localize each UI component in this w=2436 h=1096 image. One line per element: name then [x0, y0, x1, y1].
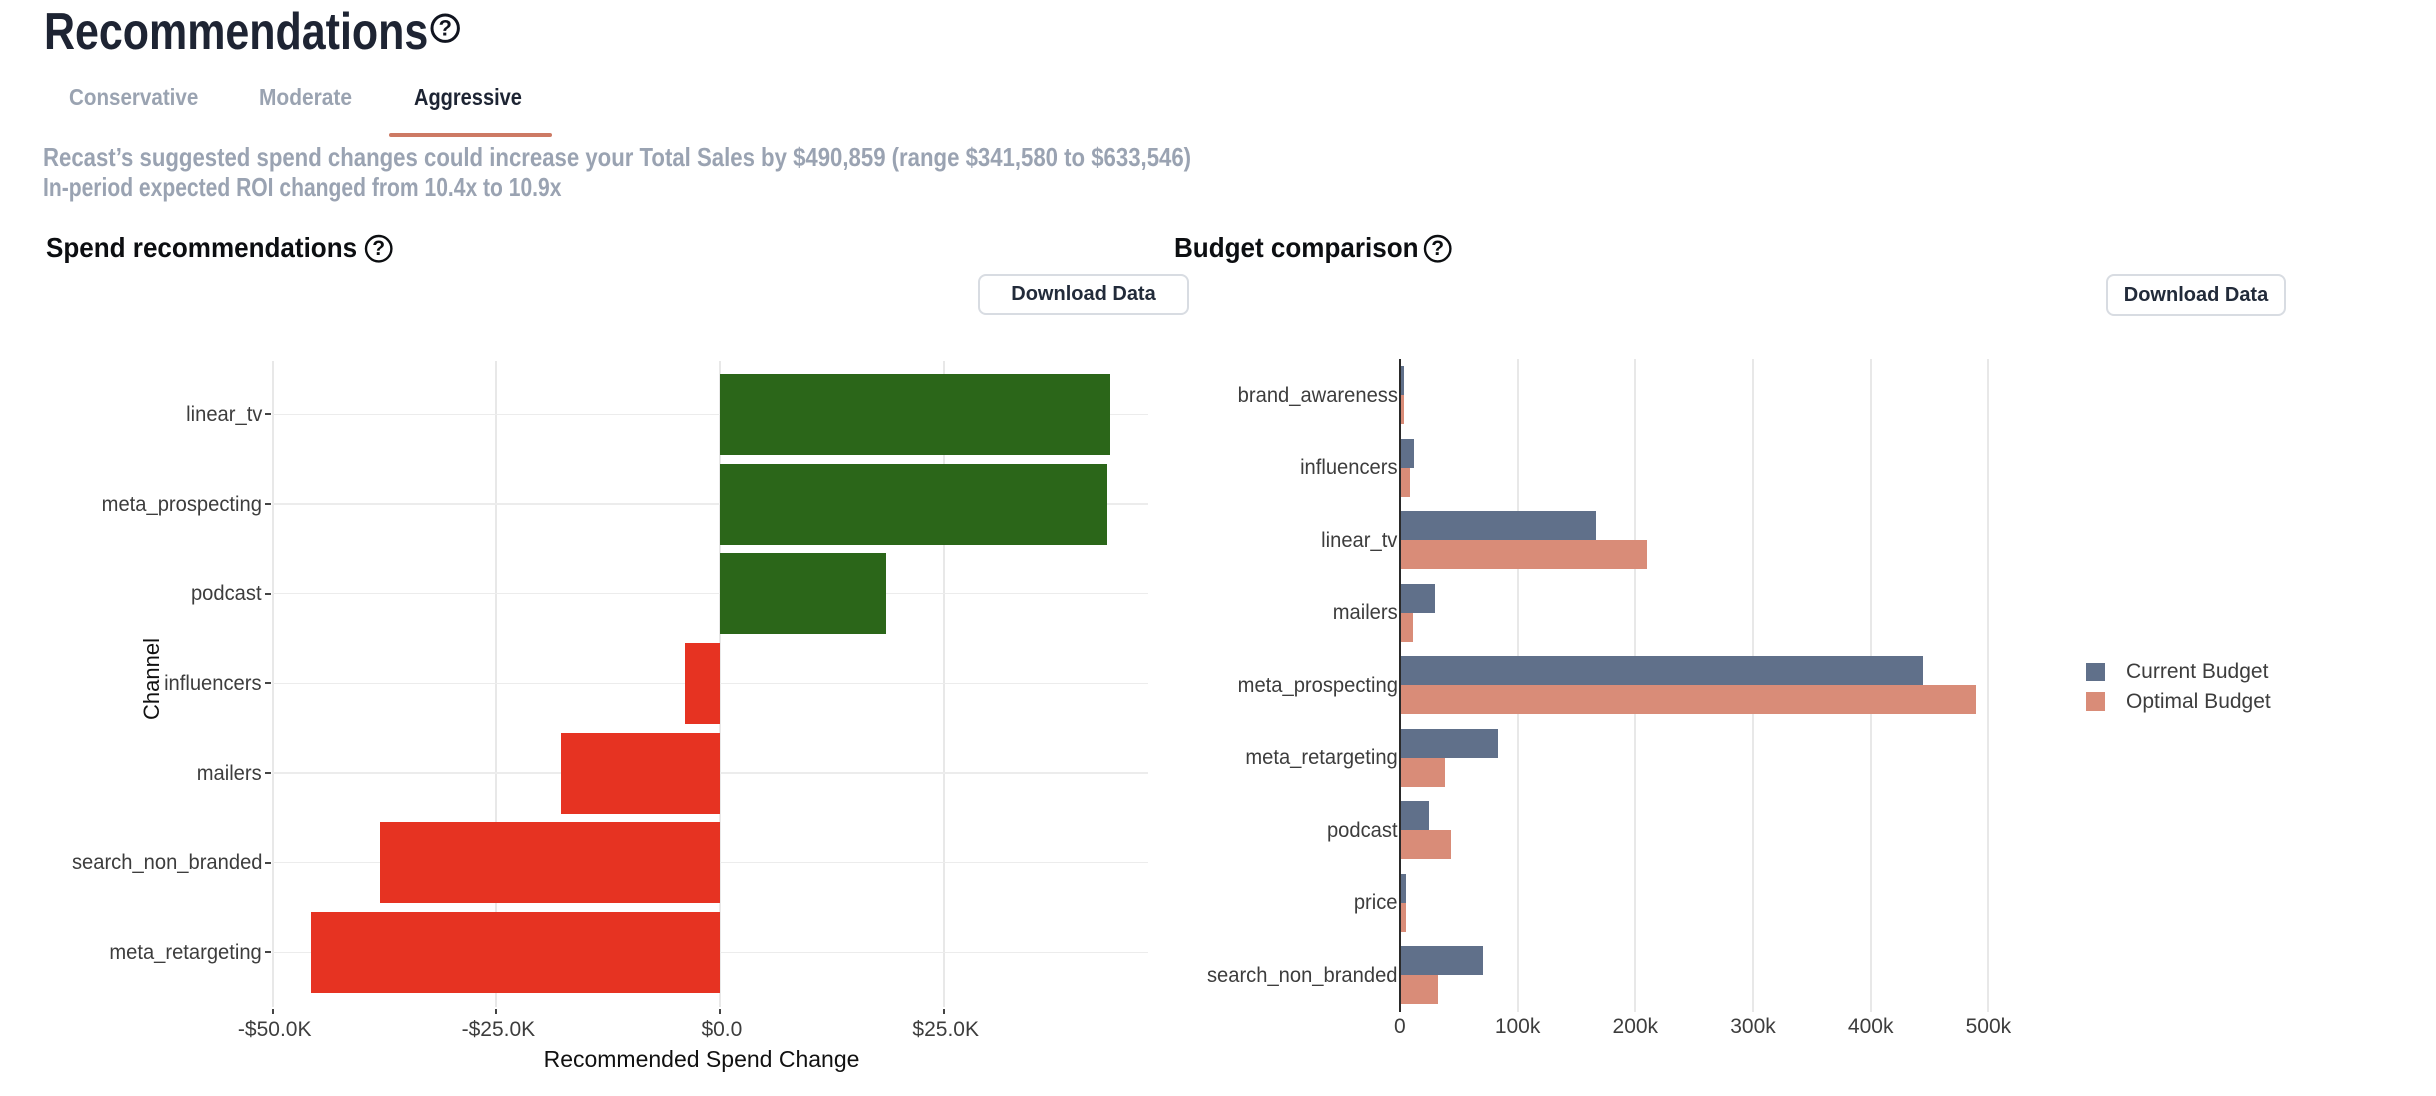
svg-text:?: ?: [373, 237, 386, 260]
svg-text:?: ?: [1432, 237, 1445, 260]
svg-text:?: ?: [439, 16, 452, 41]
